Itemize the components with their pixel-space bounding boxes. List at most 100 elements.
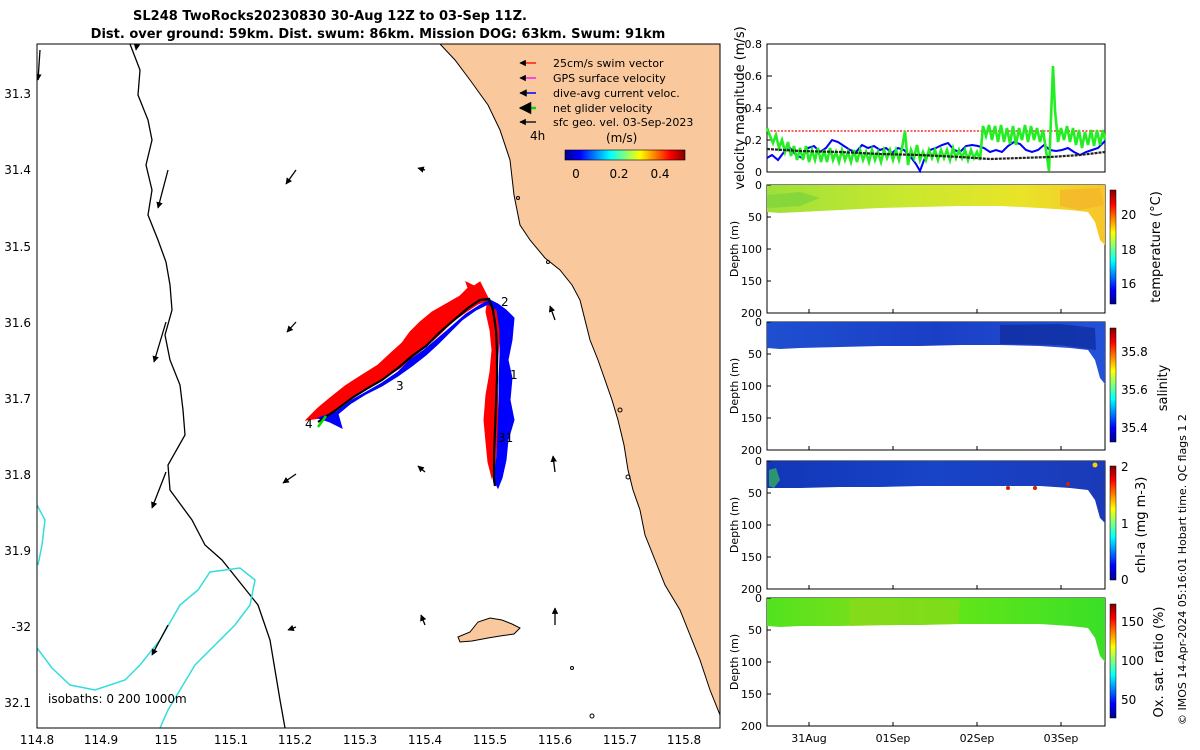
geostrophic-arrows [37, 44, 559, 656]
map-panel: 4 2 1 31 3 25cm/s swim vector GPS surfac… [4, 43, 721, 747]
depth-tick-label: 0 [755, 592, 762, 605]
temperature-panel: 20 18 16 temperature (°C) [766, 184, 1164, 314]
colorbar [564, 149, 686, 161]
temperature-patch [767, 192, 820, 208]
depth-tick-label: 200 [741, 583, 762, 596]
isobath-1000m [37, 567, 256, 728]
chla-panel: 2 1 0 chl-a (mg m-3) [766, 460, 1149, 590]
depth-tick-label: 50 [748, 487, 762, 500]
salinity-patch [1000, 324, 1096, 350]
velocity-ylabel: velocity magnitude (m/s) [733, 26, 748, 189]
legend-label: net glider velocity [553, 102, 653, 115]
islet [570, 666, 574, 670]
temperature-cblabel: temperature (°C) [1149, 191, 1164, 303]
depth-tick-label: 0 [755, 455, 762, 468]
velocity-yticks: 0 0.2 0.4 0.6 0.8 [745, 38, 772, 179]
temperature-colorbar [1109, 189, 1117, 305]
day-label: 3 [396, 379, 404, 393]
isobath-label: isobaths: 0 200 1000m [48, 692, 187, 706]
temperature-patch [1060, 188, 1104, 210]
velocity-tick-label: 0.6 [745, 70, 763, 83]
depth-tick-label: 0 [755, 316, 762, 329]
colorbar-tick: 0.2 [609, 167, 628, 181]
temperature-section [767, 185, 1105, 245]
y-tick: 31.5 [4, 240, 31, 254]
map-yticks: 31.3 31.4 31.5 31.6 31.7 31.8 31.9 -32 3… [4, 87, 31, 710]
y-tick: 31.7 [4, 392, 31, 406]
time-axis: 31Aug 01Sep 02Sep 03Sep [791, 732, 1078, 745]
net-glider-velocity [316, 415, 328, 428]
depth-tick-label: 150 [741, 551, 762, 564]
title-line-2: Dist. over ground: 59km. Dist. swum: 86k… [91, 27, 666, 42]
x-tick: 115.7 [603, 733, 637, 747]
islet [516, 196, 520, 200]
x-tick: 115.1 [214, 733, 248, 747]
y-tick: 32.1 [4, 696, 31, 710]
depth-tick-label: 0 [755, 179, 762, 192]
depth-tick-label: 200 [741, 307, 762, 320]
depth-tick-label: 50 [748, 624, 762, 637]
depth-axes: 0 50 100 150 200 Depth (m) 0 50 100 150 200 Depth (… [728, 179, 1062, 733]
chla-hotspot [1066, 482, 1070, 486]
chla-hotspot [1092, 462, 1098, 468]
time-tick: 01Sep [876, 732, 911, 745]
net-glider-velocity-line [765, 65, 1107, 172]
legend-label: GPS surface velocity [553, 72, 666, 85]
time-tick: 02Sep [960, 732, 995, 745]
velocity-tick-label: 0 [755, 166, 762, 179]
islet [625, 474, 631, 480]
chla-section [767, 461, 1105, 523]
dive-avg-current-band [316, 299, 515, 490]
depth-ylabel: Depth (m) [728, 221, 741, 277]
colorbar-tick: 18 [1121, 243, 1136, 257]
depth-tick-label: 100 [741, 656, 762, 669]
chla-hotspot [1006, 486, 1010, 490]
salinity-cblabel: salinity [1156, 364, 1171, 411]
x-tick: 115.4 [408, 733, 442, 747]
colorbar-tick: 0 [1121, 573, 1129, 587]
x-tick: 115.5 [473, 733, 507, 747]
velocity-panel: 0 0.2 0.4 0.6 0.8 velocity magnitude (m/s) [733, 26, 1107, 190]
chla-cblabel: chl-a (mg m-3) [1134, 477, 1149, 574]
x-tick: 114.8 [20, 733, 54, 747]
depth-tick-label: 100 [741, 519, 762, 532]
y-tick: -32 [11, 620, 31, 634]
colorbar-tick: 0.4 [650, 167, 669, 181]
y-tick: 31.4 [4, 163, 31, 177]
time-tick: 31Aug [791, 732, 826, 745]
isobath-200m [129, 44, 286, 728]
depth-tick-label: 150 [741, 275, 762, 288]
chla-patch [769, 468, 780, 488]
velocity-tick-label: 0.2 [745, 134, 763, 147]
legend-label: 25cm/s swim vector [553, 57, 664, 70]
depth-tick-label: 200 [741, 444, 762, 457]
salinity-panel: 35.8 35.6 35.4 salinity [766, 321, 1171, 451]
oxygen-colorbar [1109, 603, 1117, 719]
colorbar-tick: 50 [1121, 693, 1136, 707]
depth-ylabel: Depth (m) [728, 497, 741, 553]
depth-tick-label: 200 [741, 720, 762, 733]
islet [617, 407, 623, 413]
depth-ylabel: Depth (m) [728, 358, 741, 414]
colorbar-tick: 1 [1121, 517, 1129, 531]
depth-tick-label: 50 [748, 348, 762, 361]
velocity-tick-label: 0.8 [745, 38, 763, 51]
y-tick: 31.8 [4, 468, 31, 482]
colorbar-title: (m/s) [606, 131, 637, 145]
legend-label: dive-avg current veloc. [553, 87, 680, 100]
time-tick: 03Sep [1044, 732, 1079, 745]
y-tick: 31.3 [4, 87, 31, 101]
track-line [317, 297, 499, 487]
x-tick: 115.2 [278, 733, 312, 747]
isobath-1000m [37, 504, 46, 566]
oxygen-patch [850, 600, 960, 626]
chla-hotspot [1033, 486, 1037, 490]
colorbar-tick: 100 [1121, 654, 1144, 668]
land-island [457, 617, 521, 643]
colorbar-tick: 16 [1121, 277, 1136, 291]
velocity-tick-label: 0.4 [745, 102, 763, 115]
imos-credit: © IMOS 14-Apr-2024 05:16:01 Hobart time.… [1176, 414, 1189, 725]
colorbar-tick: 2 [1121, 460, 1129, 474]
day-label: 2 [501, 295, 509, 309]
